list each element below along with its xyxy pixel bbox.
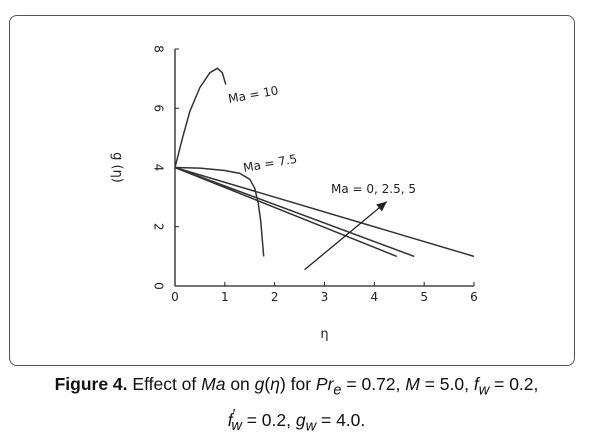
series-line-4 bbox=[174, 166, 415, 258]
caption-label: Figure 4. bbox=[54, 374, 128, 394]
series-layer bbox=[174, 67, 475, 258]
series-line-3 bbox=[174, 166, 475, 258]
caption-text: = 0.2, bbox=[489, 374, 539, 394]
y-tick-label: 2 bbox=[152, 223, 166, 231]
caption-var-gw: g bbox=[295, 409, 306, 430]
caption-var-fprime: f bbox=[227, 409, 233, 430]
caption-var-m: M bbox=[405, 374, 420, 394]
caption-text: ( bbox=[264, 374, 271, 394]
figure-frame bbox=[9, 15, 575, 366]
x-tick-label: 2 bbox=[271, 290, 279, 304]
chart: 0 1 2 3 4 5 6 0 2 4 6 8 η g (η) Ma = 10 Ma = 7.5 Ma = 0… bbox=[110, 45, 478, 342]
x-tick-label: 6 bbox=[470, 290, 478, 304]
caption-var-pr: Pr bbox=[315, 374, 334, 394]
x-axis-label: η bbox=[320, 327, 328, 342]
y-tick-label: 0 bbox=[152, 282, 166, 290]
caption-text: on bbox=[225, 374, 255, 394]
caption-var-f: f bbox=[473, 374, 479, 394]
x-tick-label: 5 bbox=[420, 290, 428, 304]
caption-text: Effect of bbox=[127, 374, 202, 394]
annotation-layer: Ma = 10 Ma = 7.5 Ma = 0, 2.5, 5 bbox=[227, 83, 416, 271]
series-line-1 bbox=[174, 67, 227, 168]
caption-prime: ′ bbox=[232, 406, 236, 423]
y-tick-label: 8 bbox=[152, 45, 166, 53]
annotation-ma0-2-5-5: Ma = 0, 2.5, 5 bbox=[331, 182, 416, 196]
series-line-5 bbox=[174, 166, 398, 258]
caption-text: = 0.72, bbox=[341, 374, 406, 394]
x-tick-label: 1 bbox=[221, 290, 229, 304]
caption-var-eta: η bbox=[270, 374, 280, 394]
caption-var-g: g bbox=[254, 374, 265, 394]
caption-line-1: Figure 4. Effect of Ma on g(η) for Pre =… bbox=[0, 372, 593, 403]
axes: 0 1 2 3 4 5 6 0 2 4 6 8 η g (η) bbox=[110, 45, 478, 342]
caption-text: = 0.2, bbox=[241, 409, 296, 430]
caption-sub-w: w bbox=[305, 417, 317, 434]
x-tick-label: 3 bbox=[321, 290, 329, 304]
caption-text: = 4.0. bbox=[316, 409, 366, 430]
y-tick-label: 6 bbox=[152, 104, 166, 112]
figure-caption: Figure 4. Effect of Ma on g(η) for Pre =… bbox=[0, 372, 593, 438]
arrow-line bbox=[304, 201, 388, 271]
caption-sub-w: w bbox=[231, 417, 242, 434]
caption-sub-w: w bbox=[478, 382, 490, 399]
series-line-2 bbox=[174, 166, 265, 257]
caption-line-2: f′w = 0.2, gw = 4.0. bbox=[0, 403, 593, 438]
x-tick-label: 4 bbox=[371, 290, 379, 304]
caption-text: = 5.0, bbox=[419, 374, 474, 394]
x-tick-label: 0 bbox=[171, 290, 179, 304]
annotation-ma10: Ma = 10 bbox=[227, 83, 279, 106]
y-tick-label: 4 bbox=[152, 164, 166, 172]
caption-var-ma: Ma bbox=[201, 374, 226, 394]
arrow-head bbox=[376, 201, 387, 212]
y-axis-label: g (η) bbox=[110, 152, 125, 183]
annotation-ma7-5: Ma = 7.5 bbox=[242, 152, 298, 175]
caption-sub-e: e bbox=[333, 382, 342, 399]
caption-text: ) for bbox=[279, 374, 316, 394]
